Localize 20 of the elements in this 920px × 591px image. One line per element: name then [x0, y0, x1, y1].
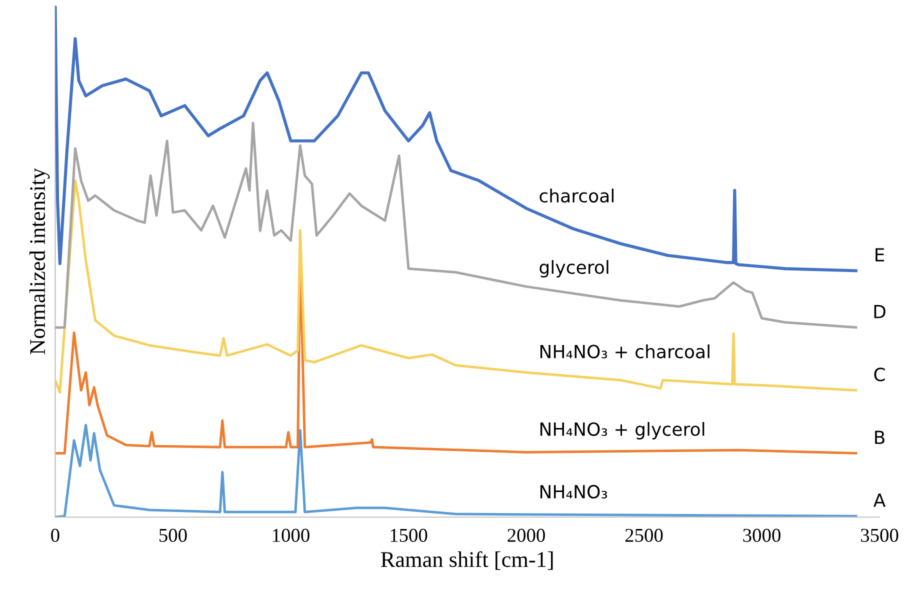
x-tick-label: 3500 [861, 528, 898, 542]
annotation: A [873, 494, 886, 507]
annotation: C [874, 368, 885, 382]
x-tick-label: 0 [51, 528, 60, 542]
annotation: B [875, 430, 884, 444]
x-tick-label: 1500 [390, 528, 428, 542]
x-tick-label: 3000 [743, 528, 780, 542]
annotation: E [876, 248, 884, 262]
series-label: charcoal [540, 188, 614, 203]
x-tick-label: 2000 [508, 528, 545, 542]
series-label: NH₄NO₃ [540, 484, 608, 499]
series-label: NH₄NO₃ + glycerol [540, 422, 704, 440]
x-axis-title: Raman shift [cm-1] [380, 551, 553, 570]
y-axis-title: Normalized intensity [29, 168, 50, 354]
x-tick-label: 1000 [272, 528, 310, 542]
x-tick-label: 2500 [625, 528, 663, 542]
series-label: glycerol [540, 260, 608, 278]
x-tick-label: 500 [160, 528, 187, 542]
annotation: D [874, 304, 886, 318]
series-label: NH₄NO₃ + charcoal [540, 344, 710, 358]
